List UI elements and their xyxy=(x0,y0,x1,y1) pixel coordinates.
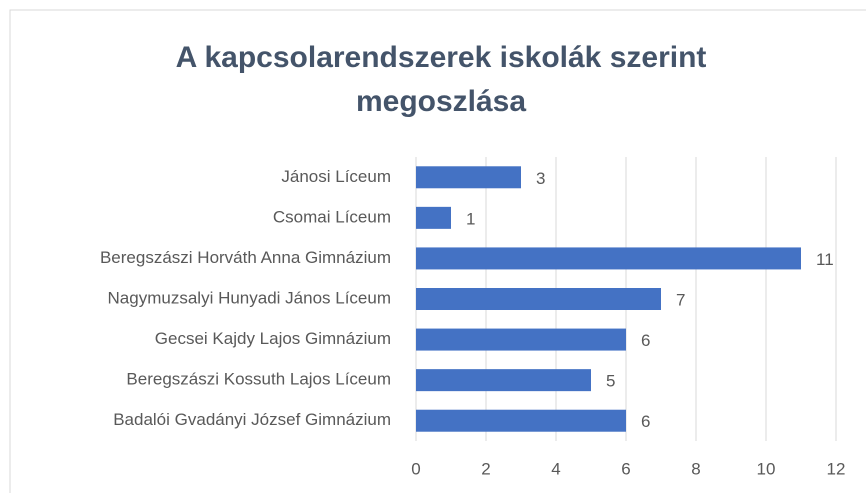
bar xyxy=(416,247,801,270)
y-tick-label: Badalói Gvadányi József Gimnázium xyxy=(113,410,391,429)
bar xyxy=(416,409,626,432)
bar xyxy=(416,166,521,189)
x-tick-label: 2 xyxy=(481,459,490,478)
x-tick-label: 8 xyxy=(691,459,700,478)
bar xyxy=(416,206,451,229)
chart-border xyxy=(9,9,866,493)
chart-title: A kapcsolarendszerek iskolák szerint meg… xyxy=(175,41,707,118)
bar xyxy=(416,328,626,351)
x-tick-label: 4 xyxy=(551,459,560,478)
data-label: 1 xyxy=(466,209,475,228)
data-label: 7 xyxy=(676,290,685,309)
bar xyxy=(416,288,661,310)
data-label: 6 xyxy=(641,412,650,431)
bar xyxy=(416,369,591,392)
y-tick-label: Nagymuzsalyi Hunyadi János Líceum xyxy=(108,288,391,307)
y-tick-label: Csomai Líceum xyxy=(273,207,391,226)
x-tick-label: 12 xyxy=(827,459,846,478)
y-tick-label: Beregszászi Kossuth Lajos Líceum xyxy=(126,370,391,389)
x-tick-label: 10 xyxy=(757,459,776,478)
x-tick-label: 0 xyxy=(411,459,420,478)
data-label: 11 xyxy=(816,250,834,269)
y-tick-label: Jánosi Líceum xyxy=(281,167,391,186)
data-label: 3 xyxy=(536,169,545,188)
data-label: 6 xyxy=(641,331,650,350)
y-tick-label: Gecsei Kajdy Lajos Gimnázium xyxy=(155,329,391,348)
data-label: 5 xyxy=(606,372,615,391)
y-tick-label: Beregszászi Horváth Anna Gimnázium xyxy=(100,248,391,267)
x-tick-label: 6 xyxy=(621,459,630,478)
